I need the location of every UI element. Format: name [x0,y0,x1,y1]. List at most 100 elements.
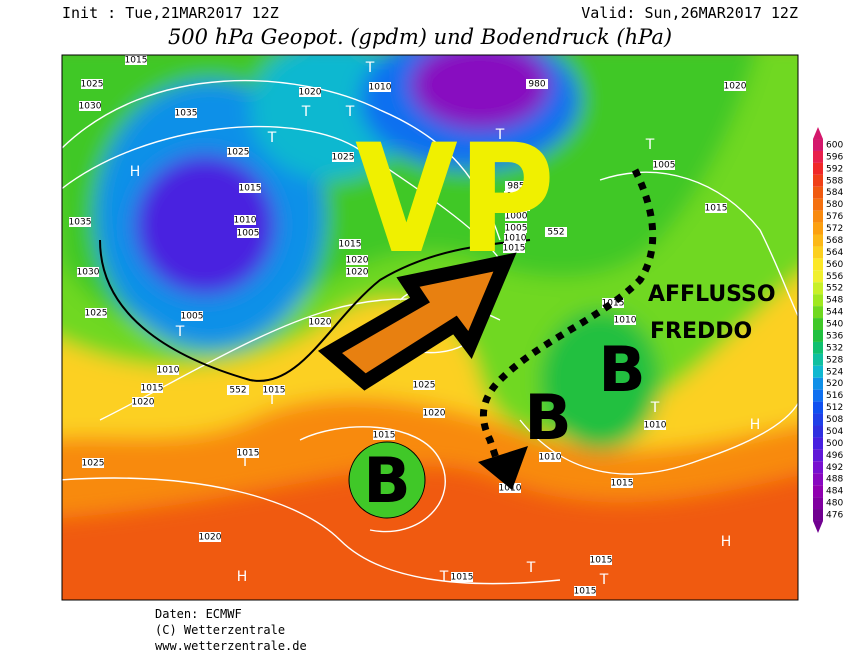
isobar-label: 1025 [227,148,250,158]
colorbar-swatch [813,330,823,342]
isobar-label: 1015 [602,299,625,309]
valid-time: Valid: Sun,26MAR2017 12Z [581,4,798,22]
pressure-center: T [526,560,536,576]
init-time: Init : Tue,21MAR2017 12Z [62,4,279,22]
isobar-label: 1035 [175,109,198,119]
label-bg [644,420,666,430]
colorbar-swatch [813,425,823,438]
isobar-label: 985 [507,182,524,192]
colorbar-label: 548 [826,296,843,306]
colorbar-label: 592 [826,164,843,174]
isobar-label: 1010 [539,453,562,463]
isobar-label: 1035 [69,218,92,228]
label-bg [181,311,203,321]
contour-552 [99,239,531,382]
isobar-label: 1015 [590,556,613,566]
pressure-center: T [175,324,185,340]
isobar-label: 1010 [614,316,637,326]
label-bg [505,211,527,221]
label-bg [199,532,221,542]
isobar-label: 1020 [132,398,155,408]
label-bg [237,228,259,238]
colorbar-swatch [813,139,823,151]
colorbar-swatch [813,282,823,295]
label-bg [85,308,107,318]
isobar-label: 1005 [653,161,676,171]
colorbar-swatch [813,234,823,247]
label-bg [539,452,561,462]
flow-arrow [317,252,517,391]
colorbar-swatch [813,210,823,223]
colorbar-label: 564 [826,248,843,258]
colorbar-label: 476 [826,511,843,521]
isobar-label: 1015 [451,573,474,583]
isobar-label: 1010 [234,216,257,226]
colorbar-swatch [813,318,823,330]
pressure-center: T [345,104,355,120]
colorbar-swatch [813,341,823,354]
label-bg [369,82,391,92]
pressure-center: T [365,60,375,76]
map-frame [61,54,799,601]
label-bg [157,365,179,375]
isobar-label: 1025 [413,381,436,391]
colorbar-label: 552 [826,284,843,294]
colorbar-swatch [813,389,823,402]
isobar-label: 990 [506,192,523,202]
isobar-label: 1020 [346,268,369,278]
colorbar-label: 572 [826,224,843,234]
colorbar-swatch [813,162,823,175]
colorbar-swatch [813,437,823,450]
low-circle [348,441,426,519]
label-bg [82,458,104,468]
isobar-label: 1015 [125,56,148,66]
colorbar-swatch [813,497,823,510]
isobar-label: 1020 [423,409,446,419]
colorbar-label: 580 [826,200,843,210]
colorbar-swatch [813,365,823,378]
isobar-label: 1020 [199,533,222,543]
vp-label: VP [355,113,555,287]
colorbar-label: 560 [826,260,843,270]
isobar-label: 1030 [79,102,102,112]
colorbar-label: 600 [826,141,843,151]
colorbar-label: 484 [826,487,843,497]
pressure-center: T [645,137,655,153]
label-bg [263,385,285,395]
pressure-center: T [650,400,660,416]
colorbar-label: 588 [826,176,843,186]
colorbar-swatch [813,258,823,271]
colorbar-swatch [813,377,823,390]
isobar-label: 1010 [644,421,667,431]
label-bg [504,233,526,243]
colorbar-label: 480 [826,499,843,509]
isobar-label: 1005 [505,224,528,234]
label-bg [508,201,530,211]
isobar-label: 552 [547,228,564,238]
isobar-label: 1020 [299,88,322,98]
label-bg [79,101,101,111]
colorbar-label: 540 [826,320,843,330]
pressure-center: H [237,569,248,585]
cold-flow-arrow [479,168,657,472]
label-bg [141,383,163,393]
pressure-center: H [130,164,141,180]
label-bg [653,160,675,170]
pressure-center: T [301,104,311,120]
label-bg [611,478,633,488]
colorbar-label: 528 [826,355,843,365]
colorbar-label: 520 [826,379,843,389]
map-title: 500 hPa Geopot. (gpdm) und Bodendruck (h… [168,25,672,49]
cold-air-label: AFFLUSSO [648,282,776,307]
colorbar-label: 516 [826,391,843,401]
label-bg [239,183,261,193]
low-label: B [598,333,645,406]
label-bg [614,315,636,325]
colorbar-swatch [813,473,823,486]
label-bg [81,79,103,89]
isobar-label: 980 [528,80,545,90]
isobar-label: 1015 [263,386,286,396]
isobar-label: 1015 [503,244,526,254]
label-bg [309,317,331,327]
